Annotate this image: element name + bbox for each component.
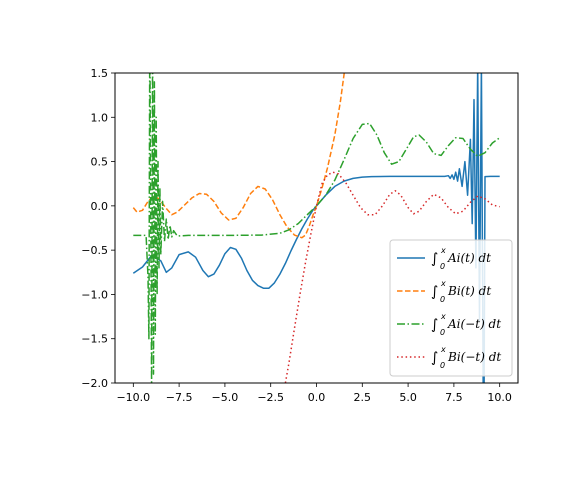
series-line-3 xyxy=(133,73,501,383)
x-axis: −10.0 −7.5 −5.0 −2.5 0.0 2.5 5.0 7.5 10.0 xyxy=(116,383,512,404)
y-tick-label: 0.5 xyxy=(91,156,109,169)
y-tick-label: −1.5 xyxy=(81,333,108,346)
y-tick-label: −0.5 xyxy=(81,244,108,257)
legend-lower-limit: 0 xyxy=(440,262,445,271)
x-tick-label: 10.0 xyxy=(487,391,512,404)
series-layer xyxy=(132,73,501,383)
legend-entry-2: ∫x 0Bi(t) dt xyxy=(431,279,491,304)
x-tick-label: 5.0 xyxy=(399,391,417,404)
y-tick-label: 1.0 xyxy=(91,111,109,124)
legend-label: Bi(−t) dt xyxy=(447,350,501,364)
legend-lower-limit: 0 xyxy=(440,295,445,304)
x-tick-label: −5.0 xyxy=(212,391,239,404)
legend-entry-1: ∫x 0Ai(t) dt xyxy=(431,246,491,271)
x-tick-label: 0.0 xyxy=(308,391,326,404)
x-tick-label: −2.5 xyxy=(257,391,284,404)
y-axis: 1.5 1.0 0.5 0.0 −0.5 −1.0 −1.5 −2.0 xyxy=(81,67,115,390)
legend-integral-sign: ∫ xyxy=(431,251,438,267)
legend-integral-sign: ∫ xyxy=(431,350,438,366)
y-tick-label: 0.0 xyxy=(91,200,109,213)
legend-entry-3: ∫x 0Ai(−t) dt xyxy=(431,312,501,337)
series-line-1 xyxy=(132,73,500,383)
x-tick-label: 2.5 xyxy=(354,391,372,404)
x-tick-label: −7.5 xyxy=(166,391,193,404)
legend-entry-4: ∫x 0Bi(−t) dt xyxy=(431,345,501,370)
legend-lower-limit: 0 xyxy=(440,328,445,337)
x-tick-label: −10.0 xyxy=(116,391,150,404)
legend-upper-limit: x xyxy=(440,246,446,255)
x-tick-label: 7.5 xyxy=(445,391,463,404)
legend-box xyxy=(389,239,513,377)
series-line-4 xyxy=(284,171,500,383)
y-tick-label: 1.5 xyxy=(91,67,109,80)
legend-upper-limit: x xyxy=(440,312,446,321)
y-tick-label: −2.0 xyxy=(81,377,108,390)
legend-label: Ai(−t) dt xyxy=(447,317,501,331)
legend-label: Ai(t) dt xyxy=(447,251,491,265)
legend-integral-sign: ∫ xyxy=(431,284,438,300)
legend-upper-limit: x xyxy=(440,279,446,288)
legend-lower-limit: 0 xyxy=(440,361,445,370)
legend-label: Bi(t) dt xyxy=(447,284,491,298)
y-tick-label: −1.0 xyxy=(81,288,108,301)
legend-integral-sign: ∫ xyxy=(431,317,438,333)
series-line-2 xyxy=(132,73,345,239)
legend-upper-limit: x xyxy=(440,345,446,354)
